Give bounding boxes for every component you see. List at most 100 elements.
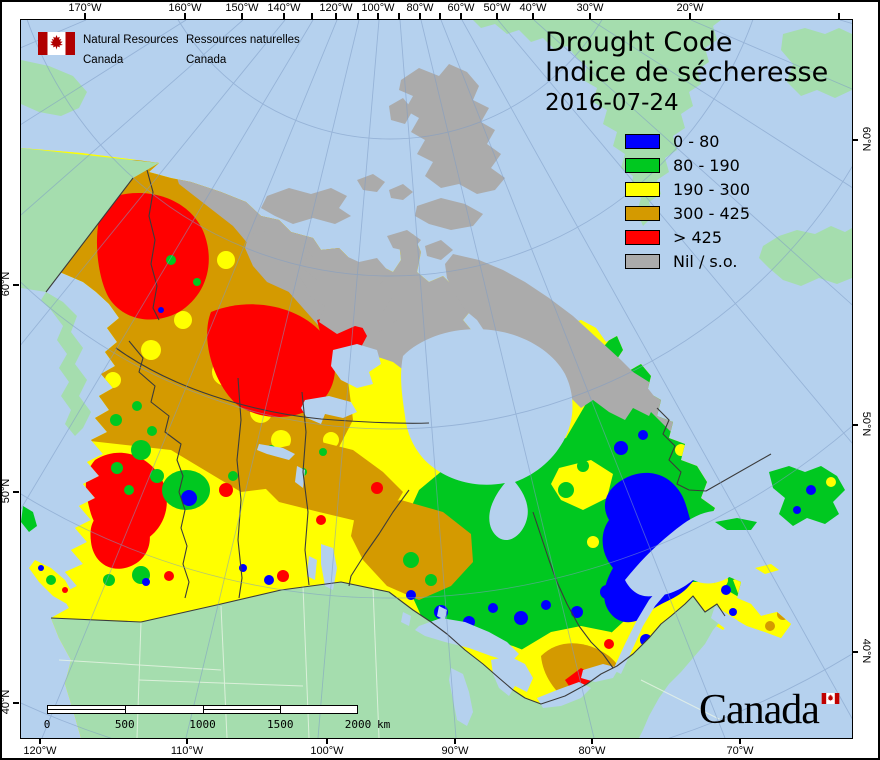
title-date: 2016-07-24 bbox=[545, 90, 679, 116]
lake-ontario bbox=[581, 664, 619, 682]
lon-tick bbox=[454, 738, 456, 744]
lon-label: 120°W bbox=[319, 2, 353, 14]
lon-label: 140°W bbox=[267, 2, 301, 14]
lon-tick bbox=[591, 738, 593, 744]
lon-label: 100°W bbox=[310, 745, 344, 757]
canada-flag-icon bbox=[38, 32, 75, 55]
lon-label: 160°W bbox=[168, 2, 202, 14]
scale-unit: km bbox=[377, 718, 391, 731]
legend-swatch bbox=[625, 230, 660, 245]
alberta-sask-border bbox=[236, 377, 243, 599]
lon-label: 90°W bbox=[441, 745, 469, 757]
graticule bbox=[21, 20, 852, 738]
lake-huron bbox=[491, 656, 533, 696]
bay-of-fundy bbox=[711, 606, 751, 642]
scale-label: 1000 bbox=[189, 718, 216, 731]
legend-item: 300 - 425 bbox=[625, 204, 750, 223]
iceland bbox=[759, 226, 852, 286]
islands bbox=[21, 466, 845, 604]
lon-tick bbox=[186, 738, 188, 744]
lon-tick-minor bbox=[398, 13, 400, 19]
sask-manitoba-border bbox=[301, 391, 310, 586]
ontario-quebec-border bbox=[532, 511, 614, 669]
lat-label: 40°N bbox=[860, 638, 872, 664]
lon-label: 20°W bbox=[676, 2, 704, 14]
great-slave-lake bbox=[301, 396, 357, 424]
lon-tick bbox=[326, 738, 328, 744]
lat-tick bbox=[13, 702, 19, 704]
legend-label: Nil / s.o. bbox=[673, 252, 738, 271]
sixtieth-parallel-border bbox=[115, 347, 430, 424]
yukon-nwt-border bbox=[146, 169, 160, 321]
greenland bbox=[473, 20, 721, 226]
lon-label: 80°W bbox=[578, 745, 606, 757]
lon-label: 80°W bbox=[406, 2, 434, 14]
lon-tick bbox=[377, 13, 379, 19]
legend-swatch bbox=[625, 254, 660, 269]
lon-label: 60°W bbox=[447, 2, 475, 14]
map-canvas[interactable] bbox=[20, 19, 853, 739]
canada-drought-map bbox=[21, 20, 852, 738]
bc-alberta-border bbox=[128, 340, 190, 599]
scale-label: 2000 bbox=[344, 718, 372, 731]
quebec-labrador-border bbox=[656, 407, 772, 492]
scale-label: 0 bbox=[43, 718, 51, 731]
wordmark-flag-icon bbox=[821, 693, 840, 704]
lon-tick bbox=[532, 13, 534, 19]
anticosti-island bbox=[715, 518, 757, 530]
scale-label: 1500 bbox=[267, 718, 294, 731]
legend-label: > 425 bbox=[673, 228, 723, 247]
legend-label: 190 - 300 bbox=[673, 180, 751, 199]
lon-tick bbox=[460, 13, 462, 19]
logo-en-line1: Natural Resources bbox=[83, 34, 179, 46]
lat-label: 40°N bbox=[0, 689, 12, 715]
arctic-islands bbox=[245, 64, 657, 420]
lat-tick bbox=[852, 139, 858, 141]
lon-tick bbox=[739, 738, 741, 744]
lon-tick-minor bbox=[838, 13, 840, 19]
title-en: Drought Code bbox=[545, 27, 733, 58]
scale-bar-graphic bbox=[47, 705, 358, 714]
lon-tick bbox=[589, 13, 591, 19]
lon-tick bbox=[335, 13, 337, 19]
legend-item: > 425 bbox=[625, 228, 750, 247]
lon-label: 30°W bbox=[576, 2, 604, 14]
lon-tick bbox=[84, 13, 86, 19]
manitoba-ontario-border bbox=[348, 489, 410, 587]
logo-text-fr: Ressources naturelles Canada bbox=[186, 30, 300, 70]
logo-fr-line2: Canada bbox=[186, 54, 227, 66]
legend-label: 80 - 190 bbox=[673, 156, 740, 175]
lon-label: 100°W bbox=[361, 2, 395, 14]
lat-tick bbox=[852, 424, 858, 426]
alaska-panhandle bbox=[41, 292, 91, 436]
canada-us-border bbox=[50, 581, 726, 705]
lon-label: 120°W bbox=[23, 745, 57, 757]
lon-label: 110°W bbox=[170, 745, 204, 757]
wordmark-text: Canada bbox=[699, 687, 820, 733]
lon-tick bbox=[496, 13, 498, 19]
us-state-borders bbox=[58, 585, 722, 738]
legend-swatch bbox=[625, 158, 660, 173]
legend-label: 0 - 80 bbox=[673, 132, 720, 151]
lake-michigan bbox=[449, 668, 473, 726]
lake-erie bbox=[537, 682, 591, 708]
logo-fr-line1: Ressources naturelles bbox=[186, 34, 300, 46]
gulf-st-lawrence bbox=[625, 510, 765, 597]
political-borders bbox=[45, 169, 772, 705]
legend-swatch bbox=[625, 182, 660, 197]
lon-tick-minor bbox=[439, 13, 441, 19]
lake-winnipeg bbox=[321, 544, 337, 590]
logo-text-en: Natural Resources Canada bbox=[83, 30, 178, 70]
logo-en-line2: Canada bbox=[83, 54, 124, 66]
legend: 0 - 80 80 - 190 190 - 300 300 - 425 > 425 Nil… bbox=[625, 132, 751, 278]
lon-label: 70°W bbox=[726, 745, 754, 757]
lat-label: 50°N bbox=[860, 411, 872, 437]
legend-item: 0 - 80 bbox=[625, 132, 750, 151]
lon-label: 170°W bbox=[68, 2, 102, 14]
lon-tick bbox=[184, 13, 186, 19]
scale-label: 500 bbox=[114, 718, 135, 731]
great-bear-lake bbox=[331, 344, 381, 388]
st-lawrence-river bbox=[613, 586, 667, 674]
lon-tick-minor bbox=[357, 13, 359, 19]
